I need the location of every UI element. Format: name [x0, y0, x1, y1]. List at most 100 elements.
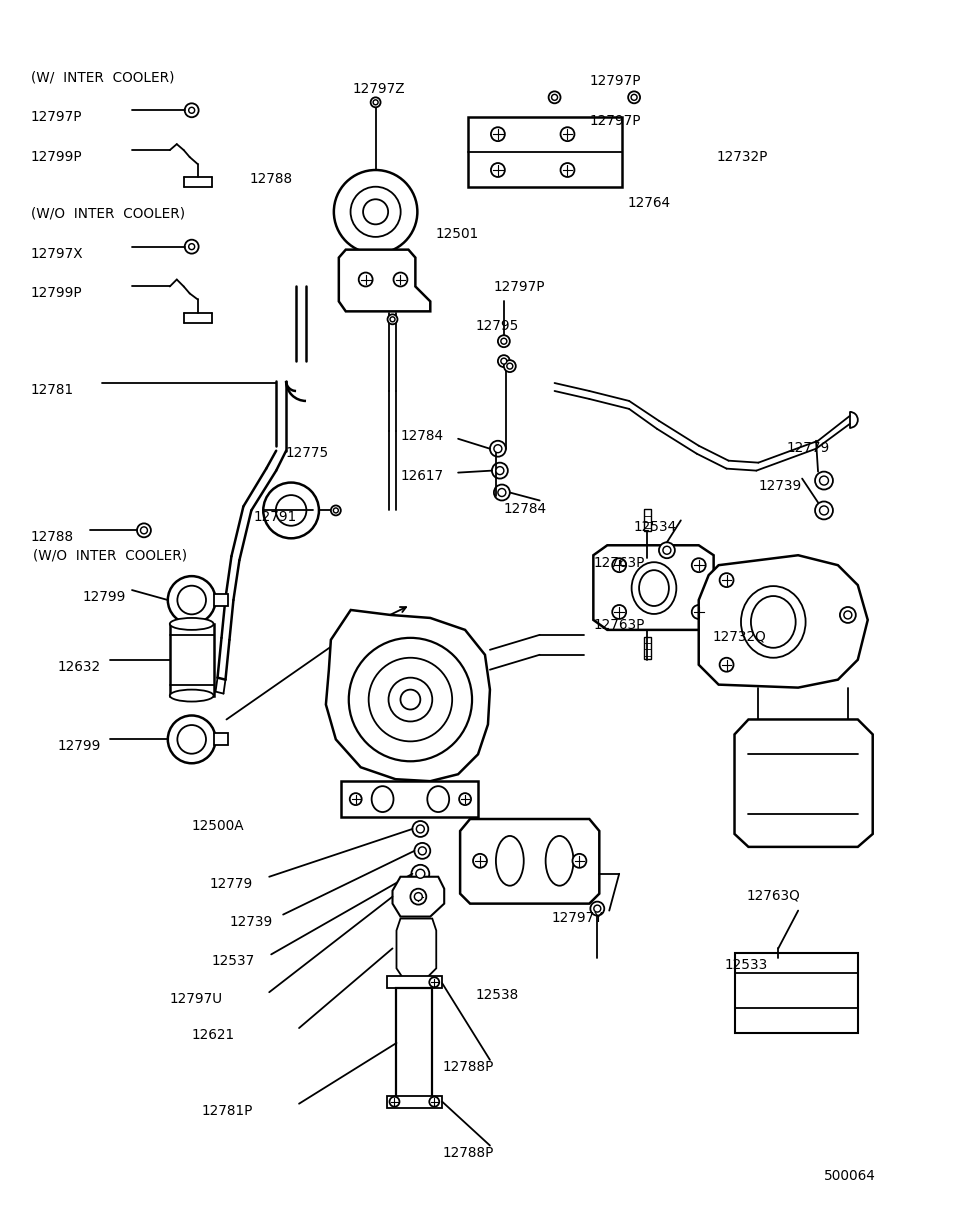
Circle shape [692, 558, 706, 572]
Circle shape [263, 483, 319, 538]
Text: 12784: 12784 [504, 502, 547, 517]
Text: 12537: 12537 [211, 955, 254, 968]
Circle shape [815, 472, 833, 490]
Circle shape [390, 317, 395, 322]
Ellipse shape [639, 570, 669, 606]
Circle shape [493, 445, 502, 453]
Circle shape [590, 901, 604, 916]
Circle shape [415, 843, 430, 859]
Text: 12501: 12501 [435, 226, 478, 241]
Text: 12732Q: 12732Q [712, 630, 766, 644]
Polygon shape [460, 819, 599, 904]
Text: 12764: 12764 [627, 196, 670, 209]
Circle shape [184, 240, 199, 254]
Text: 12797X: 12797X [31, 247, 84, 260]
Circle shape [552, 94, 558, 100]
Text: 12538: 12538 [476, 989, 519, 1002]
Bar [643, 636, 651, 658]
Circle shape [388, 315, 397, 324]
Circle shape [140, 526, 148, 534]
Circle shape [594, 905, 601, 912]
Circle shape [507, 363, 513, 369]
Circle shape [491, 127, 505, 142]
Circle shape [820, 476, 828, 485]
Circle shape [498, 489, 506, 496]
Text: 12732P: 12732P [716, 150, 768, 165]
Text: 12763P: 12763P [593, 557, 645, 570]
Circle shape [504, 361, 516, 371]
Bar [387, 976, 443, 989]
Text: 12799: 12799 [83, 590, 126, 604]
Ellipse shape [427, 786, 449, 812]
Circle shape [373, 100, 378, 105]
Circle shape [429, 1096, 440, 1107]
Circle shape [492, 462, 508, 479]
Circle shape [631, 94, 637, 100]
Circle shape [692, 605, 706, 620]
Circle shape [276, 495, 306, 526]
Text: 12621: 12621 [192, 1028, 235, 1042]
Text: 12763P: 12763P [593, 618, 645, 632]
Text: 12784: 12784 [400, 428, 444, 443]
Ellipse shape [496, 836, 524, 886]
Circle shape [501, 358, 507, 364]
Text: (W/O  INTER  COOLER): (W/O INTER COOLER) [31, 207, 184, 221]
Circle shape [168, 576, 216, 624]
Circle shape [659, 542, 675, 558]
Circle shape [417, 825, 424, 832]
Text: 12781P: 12781P [202, 1104, 253, 1118]
Circle shape [561, 163, 574, 177]
Text: 12797Y: 12797Y [552, 911, 603, 924]
Text: 12500A: 12500A [192, 819, 244, 832]
Text: 12797P: 12797P [493, 280, 545, 294]
Text: 12797U: 12797U [170, 992, 223, 1007]
Text: 12781: 12781 [31, 384, 74, 397]
Text: 12534: 12534 [633, 520, 677, 535]
Bar [213, 594, 228, 606]
Circle shape [844, 611, 852, 620]
Circle shape [496, 467, 504, 474]
Circle shape [178, 725, 206, 754]
Ellipse shape [741, 586, 805, 658]
Circle shape [498, 335, 510, 347]
Polygon shape [699, 555, 868, 687]
Text: 12617: 12617 [400, 468, 444, 483]
Bar [396, 989, 432, 1097]
Circle shape [369, 658, 452, 742]
Circle shape [572, 854, 587, 868]
Text: 12632: 12632 [58, 659, 101, 674]
Circle shape [415, 893, 422, 900]
Circle shape [178, 586, 206, 615]
Circle shape [390, 1096, 399, 1107]
Polygon shape [734, 720, 873, 847]
Text: 12533: 12533 [725, 958, 768, 973]
Bar [387, 1096, 443, 1107]
Circle shape [419, 847, 426, 854]
Polygon shape [341, 782, 478, 817]
Circle shape [493, 484, 510, 501]
Circle shape [815, 501, 833, 519]
Circle shape [490, 440, 506, 456]
Circle shape [137, 524, 151, 537]
Circle shape [498, 356, 510, 367]
Text: 12788P: 12788P [443, 1060, 493, 1074]
Ellipse shape [632, 563, 677, 613]
Circle shape [359, 272, 372, 287]
Text: 500064: 500064 [824, 1169, 876, 1183]
Circle shape [720, 658, 733, 672]
Text: (W/O  INTER  COOLER): (W/O INTER COOLER) [33, 548, 187, 563]
Text: 12788: 12788 [31, 530, 74, 544]
Circle shape [413, 822, 428, 837]
Circle shape [168, 715, 216, 764]
Text: 12797P: 12797P [589, 114, 641, 128]
Bar [213, 733, 228, 745]
Text: 12779: 12779 [209, 877, 252, 891]
Circle shape [720, 574, 733, 587]
Circle shape [333, 508, 338, 513]
Polygon shape [593, 546, 713, 630]
Bar [643, 509, 651, 531]
Text: 12788: 12788 [250, 172, 293, 186]
Bar [170, 624, 213, 696]
Text: 12791: 12791 [253, 511, 297, 524]
Circle shape [840, 607, 855, 623]
